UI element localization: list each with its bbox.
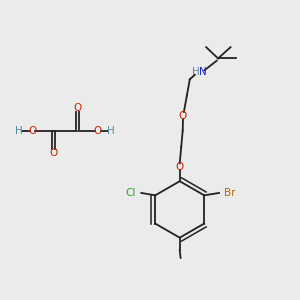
Text: O: O [94, 126, 102, 136]
Text: N: N [199, 67, 207, 77]
Text: H: H [15, 126, 23, 136]
Text: O: O [73, 103, 81, 113]
Text: Cl: Cl [126, 188, 136, 198]
Text: O: O [49, 148, 58, 158]
Text: H: H [192, 67, 200, 77]
Text: O: O [179, 111, 187, 121]
Text: O: O [28, 126, 37, 136]
Text: O: O [176, 162, 184, 172]
Text: Br: Br [224, 188, 236, 198]
Text: H: H [107, 126, 115, 136]
